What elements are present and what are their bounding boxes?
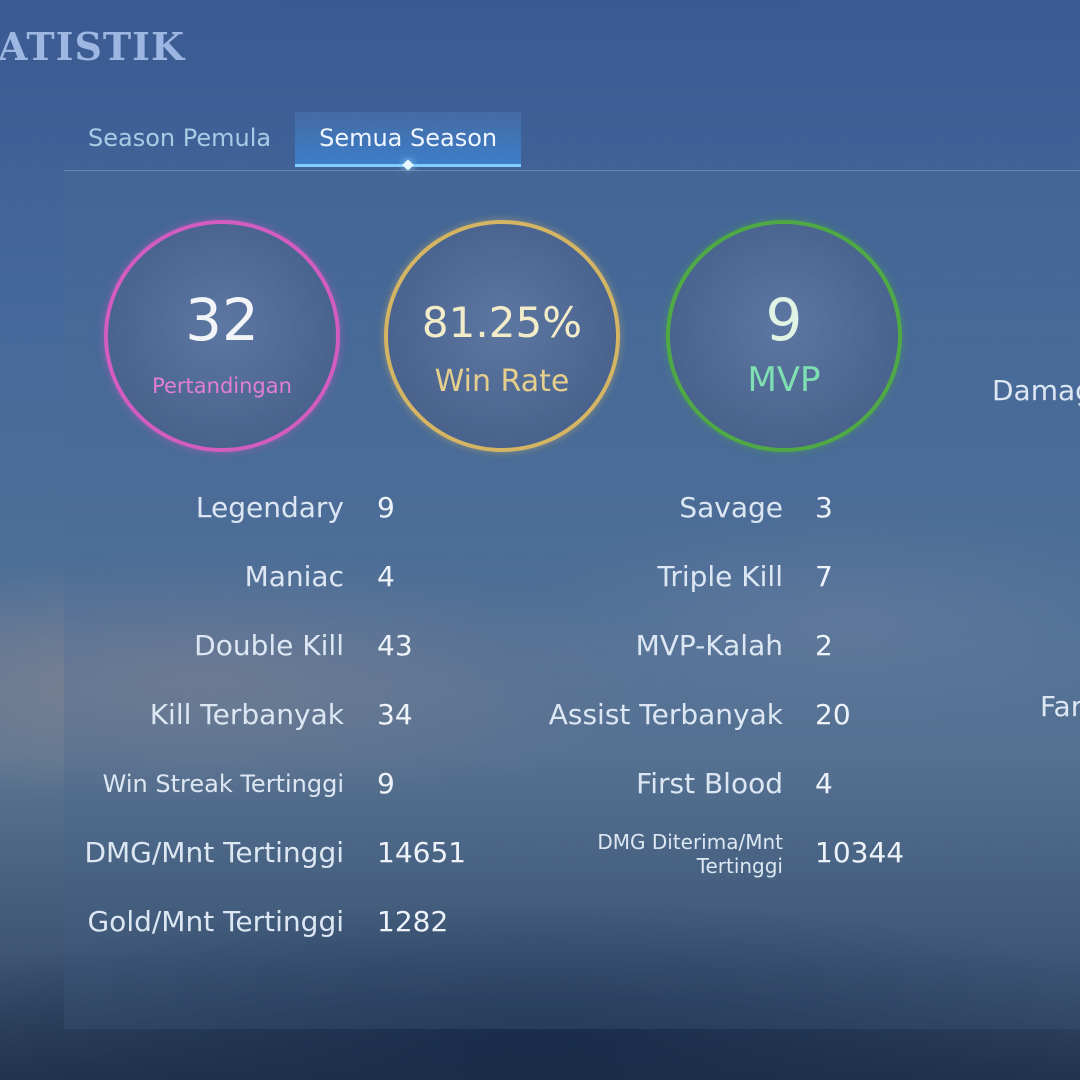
win-rate-label: Win Rate (434, 364, 570, 399)
matches-circle: 32 Pertandingan (104, 220, 340, 452)
stat-value-kill-terbanyak: 34 (377, 698, 413, 731)
stat-label-double-kill: Double Kill (194, 629, 344, 662)
tab-label: Semua Season (319, 124, 498, 152)
stat-value-maniac: 4 (377, 560, 395, 593)
side-label-farm: Far (1040, 690, 1080, 723)
stat-value-legendary: 9 (377, 491, 395, 524)
stat-label-savage: Savage (679, 491, 783, 524)
stat-label-first-blood: First Blood (636, 767, 783, 800)
stat-value-gold-per-min: 1282 (377, 905, 449, 938)
tab-season-pemula[interactable]: Season Pemula (88, 124, 272, 152)
stat-label-win-streak: Win Streak Tertinggi (102, 770, 344, 798)
stat-label-mvp-kalah: MVP-Kalah (635, 629, 783, 662)
stat-value-dmg-taken-per-min: 10344 (815, 836, 905, 869)
stat-label-gold-per-min: Gold/Mnt Tertinggi (87, 905, 344, 938)
matches-label: Pertandingan (152, 374, 292, 398)
page-title: ATISTIK (0, 24, 185, 69)
win-rate-value: 81.25% (421, 298, 583, 347)
stat-value-first-blood: 4 (815, 767, 833, 800)
active-tab-indicator-icon (402, 159, 414, 171)
stat-label-triple-kill: Triple Kill (657, 560, 783, 593)
mvp-label: MVP (747, 360, 821, 400)
stat-label-dmg-taken-per-min: DMG Diterima/Mnt Tertinggi (597, 830, 783, 878)
stat-label-legendary: Legendary (195, 491, 344, 524)
stat-value-assist-terbanyak: 20 (815, 698, 851, 731)
win-rate-circle: 81.25% Win Rate (384, 220, 620, 452)
matches-value: 32 (185, 286, 259, 354)
tab-semua-season[interactable]: Semua Season (295, 112, 522, 171)
stat-label-dmg-per-min: DMG/Mnt Tertinggi (84, 836, 344, 869)
stat-value-win-streak: 9 (377, 767, 395, 800)
side-label-damage: Damag (992, 374, 1080, 407)
stat-value-mvp-kalah: 2 (815, 629, 833, 662)
stat-label-maniac: Maniac (244, 560, 344, 593)
stat-value-triple-kill: 7 (815, 560, 833, 593)
stat-label-kill-terbanyak: Kill Terbanyak (149, 698, 344, 731)
mvp-value: 9 (765, 286, 803, 354)
stat-value-dmg-per-min: 14651 (377, 836, 467, 869)
stat-value-double-kill: 43 (377, 629, 413, 662)
stat-label-assist-terbanyak: Assist Terbanyak (548, 698, 783, 731)
season-tabs: Season Pemula Semua Season (64, 112, 522, 171)
stat-value-savage: 3 (815, 491, 833, 524)
mvp-circle: 9 MVP (666, 220, 902, 452)
